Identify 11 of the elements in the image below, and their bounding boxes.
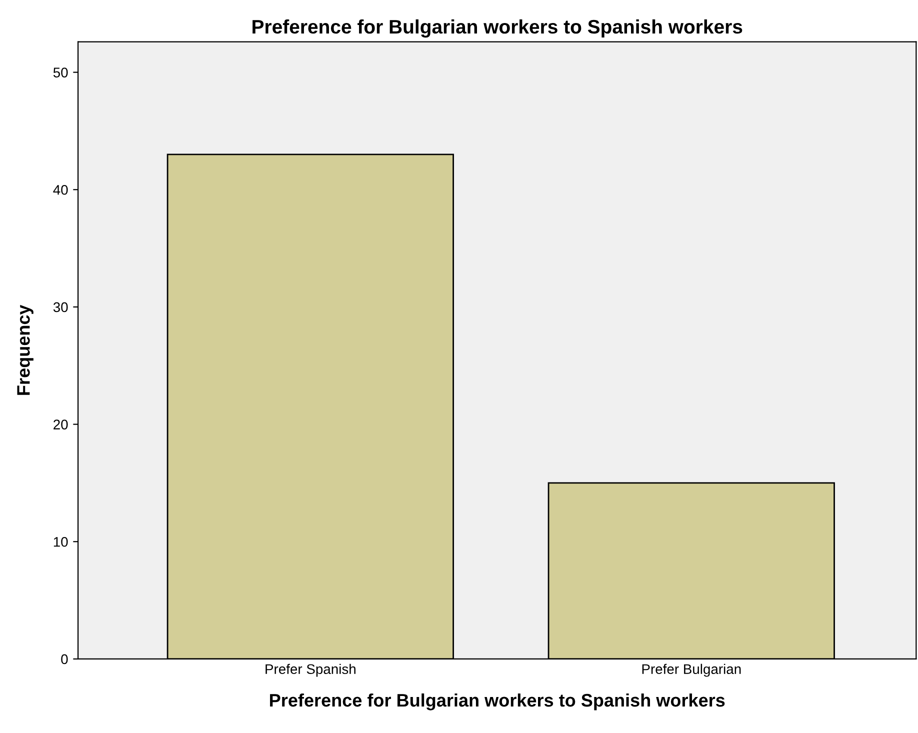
- x-tick-label: Prefer Bulgarian: [642, 664, 741, 677]
- x-tick-label: Prefer Spanish: [266, 664, 356, 677]
- y-tick-label: 10: [54, 536, 68, 547]
- y-tick-label: 0: [61, 654, 68, 664]
- y-tick-label: 50: [53, 68, 68, 78]
- chart-title: Preference for Bulgarian workers to Spanish workers: [252, 19, 742, 38]
- x-axis-title: Preference for Bulgarian workers to Spanish workers: [270, 693, 725, 710]
- y-tick-label: 30: [53, 302, 68, 312]
- y-tick-label: 20: [54, 420, 68, 430]
- y-tick-label: 40: [53, 184, 68, 195]
- y-axis-title: Frequency: [17, 304, 34, 395]
